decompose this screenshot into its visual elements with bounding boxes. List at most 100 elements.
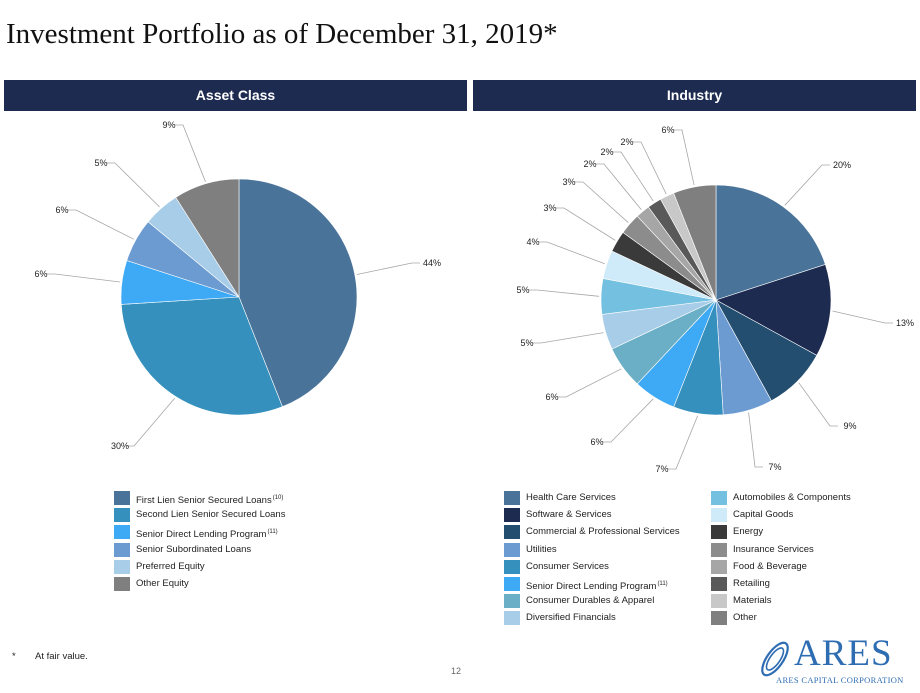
industry-data-label-diversified-financials: 5%	[520, 338, 533, 348]
legend-swatch	[114, 559, 130, 574]
industry-leader-line-senior-direct-lending-program	[603, 398, 654, 443]
legend-swatch	[711, 491, 727, 505]
footnote: * At fair value.	[12, 651, 88, 662]
industry-data-label-commercial-and-professional-services: 9%	[843, 421, 856, 431]
industry-leader-line-capital-goods	[539, 241, 605, 265]
legend-swatch	[711, 542, 727, 557]
legend-label-text: Other	[733, 612, 757, 624]
ares-logo-wordmark: ARES	[794, 633, 893, 674]
asset-class-slice-first-lien-senior-secured-loans	[238, 178, 358, 408]
industry-leader-line-software-and-services	[832, 310, 893, 324]
legend-label: Insurance Services	[733, 543, 814, 557]
asset-class-data-label-senior-direct-lending-program: 6%	[34, 269, 47, 279]
legend-label-text: Automobiles & Components	[733, 492, 851, 503]
legend-swatch	[114, 508, 130, 523]
industry-leader-line-retailing	[613, 151, 654, 202]
asset-class-leader-line-preferred-equity	[107, 162, 160, 208]
legend-label-text: Preferred Equity	[136, 560, 205, 572]
legend-swatch	[711, 594, 727, 609]
ares-swirl-icon	[761, 641, 789, 677]
industry-leader-line-insurance-services	[575, 181, 629, 223]
legend-swatch	[114, 525, 130, 540]
industry-data-label-consumer-durables-and-apparel: 6%	[545, 392, 558, 402]
legend-label-text: Energy	[733, 526, 764, 538]
legend-label: Other	[733, 611, 757, 625]
legend-swatch	[711, 577, 727, 591]
industry-pie: 20% 13% 9% 7% 7% 6% 6% 5% 5% 4% 3% 3% 2% 2% 2% 6%	[516, 125, 914, 474]
legend-label-text: Software & Services	[526, 509, 612, 521]
legend-footnote-ref: (11)	[267, 529, 278, 536]
asset-class-data-label-preferred-equity: 5%	[94, 158, 107, 168]
industry-data-label-materials: 2%	[620, 137, 633, 147]
legend-label: Automobiles & Components	[733, 491, 851, 505]
legend-label: Senior Direct Lending Program(11)	[136, 525, 278, 542]
industry-slice-software-and-services	[715, 264, 832, 356]
legend-footnote-ref: (11)	[657, 581, 668, 587]
legend-label: Materials	[733, 594, 772, 608]
legend-swatch	[504, 577, 520, 591]
industry-leader-line-energy	[556, 207, 616, 241]
legend-label: Software & Services	[526, 508, 612, 522]
industry-data-label-energy: 3%	[543, 203, 556, 213]
legend-label-text: Food & Beverage	[733, 560, 807, 572]
industry-leader-line-diversified-financials	[533, 332, 604, 344]
industry-leader-line-utilities	[748, 412, 763, 468]
industry-data-label-insurance-services: 3%	[562, 177, 575, 187]
legend-swatch	[504, 559, 520, 574]
legend-label-text: Senior Direct Lending Program	[136, 529, 267, 541]
legend-swatch	[504, 491, 520, 505]
legend-label: Commercial & Professional Services	[526, 525, 680, 539]
industry-data-label-other: 6%	[661, 125, 674, 135]
legend-label: Capital Goods	[733, 508, 793, 522]
legend-footnote-ref: (10)	[272, 495, 284, 501]
legend-label: Senior Direct Lending Program(11)	[526, 577, 668, 594]
industry-leader-line-commercial-and-professional-services	[798, 382, 838, 427]
legend-label: Diversified Financials	[526, 611, 616, 625]
industry-leader-line-health-care-services	[784, 164, 830, 206]
legend-swatch	[504, 508, 520, 523]
footnote-text: At fair value.	[35, 651, 88, 662]
page-title: Investment Portfolio as of December 31, …	[6, 18, 558, 50]
industry-slice-health-care-services	[715, 184, 826, 301]
legend-label: Second Lien Senior Secured Loans	[136, 508, 285, 522]
legend-swatch	[711, 508, 727, 523]
industry-data-label-retailing: 2%	[600, 147, 613, 157]
industry-data-label-utilities: 7%	[768, 462, 781, 472]
asset-class-leader-line-first-lien-senior-secured-loans	[356, 262, 420, 275]
legend-swatch	[114, 542, 130, 557]
industry-data-label-health-care-services: 20%	[833, 160, 851, 170]
legend-swatch	[114, 491, 130, 505]
industry-data-label-consumer-services: 7%	[655, 464, 668, 474]
legend-swatch	[711, 525, 727, 540]
page-number: 12	[451, 666, 462, 676]
legend-label: Energy	[733, 525, 763, 539]
industry-header: Industry	[473, 80, 916, 111]
legend-swatch	[504, 594, 520, 609]
legend-label: Food & Beverage	[733, 560, 807, 574]
legend-label-text: Retailing	[733, 578, 770, 589]
asset-class-leader-line-second-lien-senior-secured-loans	[126, 398, 176, 447]
industry-leader-line-automobiles-and-components	[529, 289, 600, 297]
legend-label: Health Care Services	[526, 491, 616, 505]
legend-label: Utilities	[526, 543, 557, 557]
legend-label-text: Senior Direct Lending Program	[526, 581, 657, 592]
legend-label: Other Equity	[136, 577, 189, 591]
legend-swatch	[504, 525, 520, 540]
asset-class-pie: 44% 30% 6% 6% 5% 9%	[34, 120, 441, 451]
asset-class-data-label-first-lien-senior-secured-loans: 44%	[423, 258, 441, 268]
asset-class-slice-other-equity	[175, 178, 240, 299]
legend-label-text: Consumer Durables & Apparel	[526, 595, 655, 607]
legend-label-text: Senior Subordinated Loans	[136, 543, 252, 555]
asset-class-leader-line-senior-direct-lending-program	[47, 273, 120, 283]
legend-swatch	[711, 559, 727, 574]
legend-label-text: Commercial & Professional Services	[526, 526, 680, 538]
legend-label-text: Materials	[733, 595, 772, 607]
legend-label-text: Second Lien Senior Secured Loans	[136, 509, 286, 521]
legend-swatch	[504, 542, 520, 557]
legend-swatch	[711, 611, 727, 626]
industry-leader-line-consumer-durables-and-apparel	[558, 368, 622, 398]
legend-label-text: Other Equity	[136, 578, 189, 589]
legend-label-text: Insurance Services	[733, 543, 814, 555]
legend-label-text: Capital Goods	[733, 509, 794, 521]
